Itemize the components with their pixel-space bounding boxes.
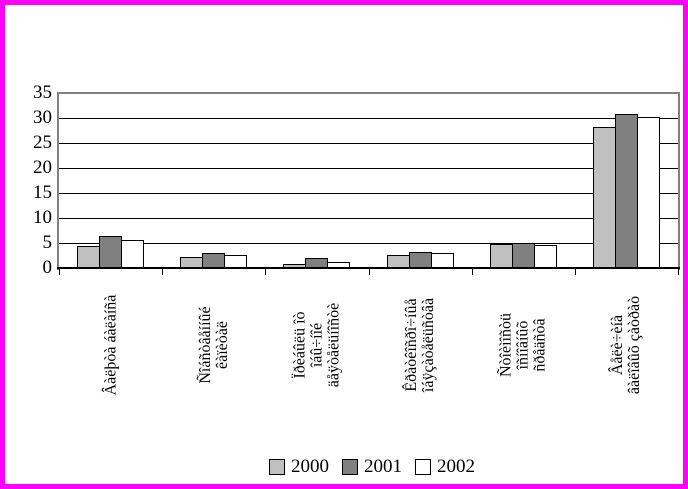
gridline bbox=[59, 143, 678, 144]
y-axis-tick-label: 20 bbox=[33, 157, 52, 178]
bar-2002 bbox=[431, 253, 454, 268]
category-label: Ïðèáûëü îò îáû÷íîé äåÿòåëüíîñòè bbox=[291, 302, 343, 388]
bar-2002 bbox=[637, 117, 660, 268]
x-axis-tick bbox=[162, 269, 163, 275]
y-axis-tick-label: 10 bbox=[33, 207, 52, 228]
legend-label: 2001 bbox=[364, 456, 402, 477]
gridline bbox=[59, 168, 678, 169]
legend-label: 2000 bbox=[291, 456, 329, 477]
plot-frame-line bbox=[57, 92, 680, 94]
legend-item: 2001 bbox=[342, 457, 402, 477]
bar-2001 bbox=[99, 236, 122, 268]
gridline bbox=[59, 243, 678, 244]
gridline bbox=[59, 218, 678, 219]
x-axis-tick bbox=[265, 269, 266, 275]
legend-label: 2002 bbox=[437, 456, 475, 477]
legend-swatch-2000 bbox=[269, 459, 285, 475]
category-label: Âàëþòà áàëàíñà bbox=[102, 294, 120, 396]
y-axis-tick-label: 25 bbox=[33, 132, 52, 153]
x-axis-tick bbox=[575, 269, 576, 275]
bar-2001 bbox=[202, 253, 225, 268]
y-axis-tick-label: 30 bbox=[33, 107, 52, 128]
category-label: Ñîáñòâåííûé êàïèòàë bbox=[197, 306, 231, 384]
bar-2001 bbox=[512, 243, 535, 268]
bar-2002 bbox=[121, 240, 144, 268]
gridline bbox=[59, 118, 678, 119]
category-label: Ñòîèìîñòü îñíîâíûõ ñðåäñòâ bbox=[497, 313, 549, 377]
legend-swatch-2002 bbox=[415, 459, 431, 475]
y-axis-tick-label: 0 bbox=[42, 257, 53, 278]
legend: 2000 2001 2002 bbox=[269, 457, 475, 477]
x-axis-tick bbox=[369, 269, 370, 275]
x-axis-tick bbox=[59, 269, 60, 275]
bar-2000 bbox=[593, 127, 616, 268]
x-axis-line bbox=[57, 267, 680, 269]
y-axis-tick-label: 35 bbox=[33, 82, 52, 103]
category-label: Êðàòêîñðî÷íûå îáÿçàòåëüñòâà bbox=[403, 297, 437, 393]
x-axis-tick bbox=[472, 269, 473, 275]
bar-2002 bbox=[534, 245, 557, 268]
legend-swatch-2001 bbox=[342, 459, 358, 475]
bar-2001 bbox=[409, 252, 432, 268]
legend-item: 2002 bbox=[415, 457, 475, 477]
category-label: Âåëè÷èíà âàëîâûõ çàòðàò bbox=[609, 295, 643, 395]
legend-item: 2000 bbox=[269, 457, 329, 477]
bar-2000 bbox=[490, 244, 513, 268]
y-axis-tick-label: 5 bbox=[42, 232, 53, 253]
bar-2000 bbox=[77, 246, 100, 268]
x-axis-tick bbox=[678, 269, 679, 275]
bar-2001 bbox=[615, 114, 638, 268]
gridline bbox=[59, 193, 678, 194]
y-axis-tick-label: 15 bbox=[33, 182, 52, 203]
plot-frame-line bbox=[678, 92, 680, 270]
plot-frame-line bbox=[57, 92, 59, 270]
